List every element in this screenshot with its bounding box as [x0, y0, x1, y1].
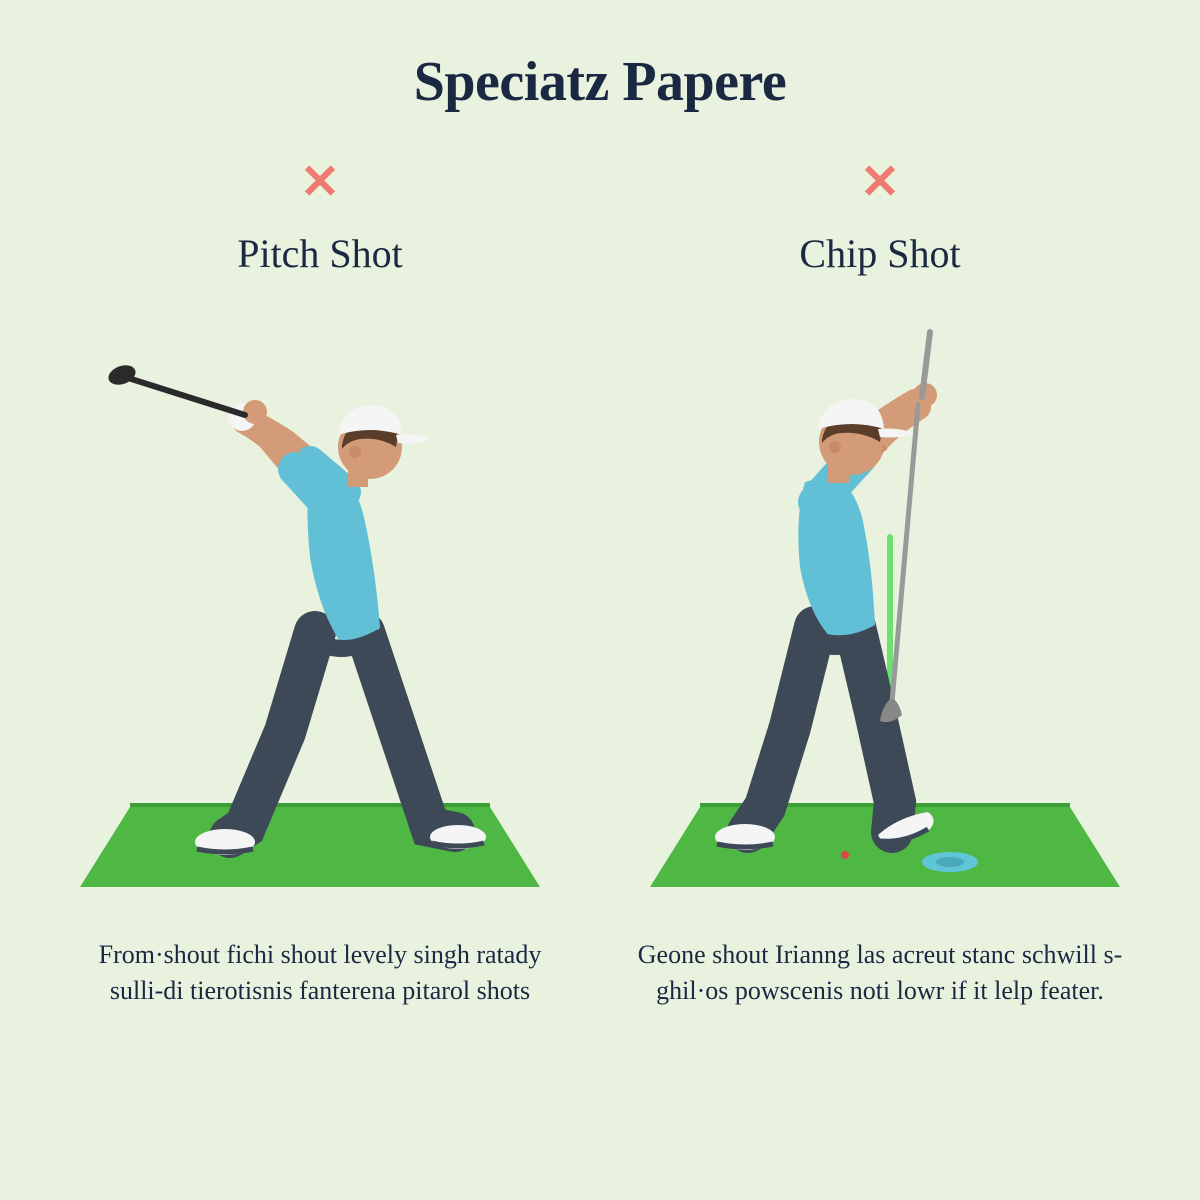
panels-row: ✕ Pitch Shot [60, 154, 1140, 1150]
page-title: Speciatz Papere [60, 50, 1140, 114]
ear [349, 446, 361, 458]
club-lower [892, 405, 918, 702]
x-icon: ✕ [300, 154, 340, 210]
club-shaft [125, 377, 245, 415]
hand [243, 400, 267, 424]
x-icon: ✕ [860, 154, 900, 210]
front-sleeve [295, 469, 325, 502]
hole-inner [936, 857, 964, 867]
chip-subtitle: Chip Shot [799, 230, 960, 277]
pitch-subtitle: Pitch Shot [237, 230, 403, 277]
panel-pitch: ✕ Pitch Shot [60, 154, 580, 1150]
ear [829, 441, 841, 453]
cap-brim [878, 429, 914, 438]
pitch-illustration [60, 307, 580, 907]
ball [841, 851, 849, 859]
club-head [106, 362, 138, 388]
back-leg [748, 627, 815, 832]
back-leg [365, 632, 455, 832]
chip-illustration [620, 307, 1140, 907]
chip-caption: Geone shout Irianng las acreut stanc sch… [620, 937, 1140, 1010]
pitch-caption: From·shout fichi shout levely singh rata… [60, 937, 580, 1010]
cap-brim [396, 435, 430, 444]
panel-chip: ✕ Chip Shot [620, 154, 1140, 1150]
